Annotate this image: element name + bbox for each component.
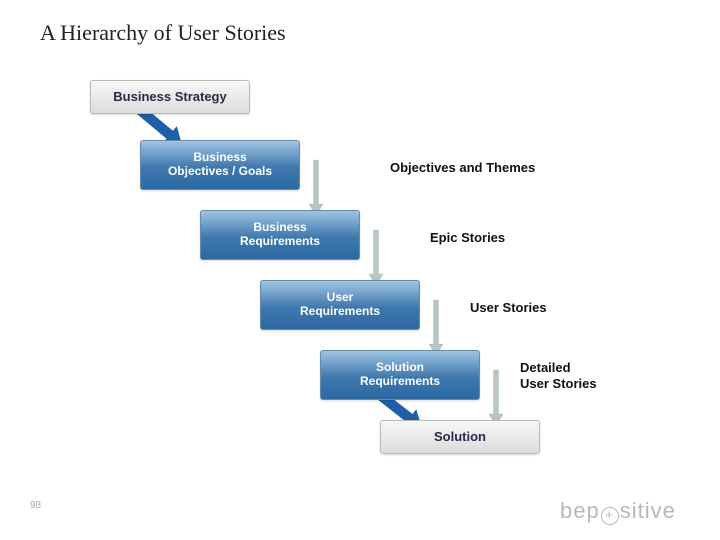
node-n4: Solution Requirements xyxy=(320,350,480,400)
node-label: Solution Requirements xyxy=(360,361,440,389)
node-n0: Business Strategy xyxy=(90,80,250,114)
side-label-s3: User Stories xyxy=(470,300,650,316)
node-n2: Business Requirements xyxy=(200,210,360,260)
node-n1: Business Objectives / Goals xyxy=(140,140,300,190)
side-label-s4: Detailed User Stories xyxy=(520,360,640,391)
node-label: Business Strategy xyxy=(113,90,226,105)
node-label: Business Requirements xyxy=(240,221,320,249)
node-label: Solution xyxy=(434,430,486,445)
logo-pre: bep xyxy=(560,498,600,523)
node-label: User Requirements xyxy=(300,291,380,319)
hierarchy-diagram: Business Strategy Business Objectives / G… xyxy=(0,0,720,540)
brand-logo: bep+sitive xyxy=(560,498,676,525)
plus-icon: + xyxy=(601,507,619,525)
side-label-s2: Epic Stories xyxy=(430,230,610,246)
logo-post: sitive xyxy=(620,498,676,523)
page-number: 98 xyxy=(30,500,41,511)
side-label-s1: Objectives and Themes xyxy=(390,160,570,176)
node-n5: Solution xyxy=(380,420,540,454)
node-n3: User Requirements xyxy=(260,280,420,330)
node-label: Business Objectives / Goals xyxy=(168,151,272,179)
